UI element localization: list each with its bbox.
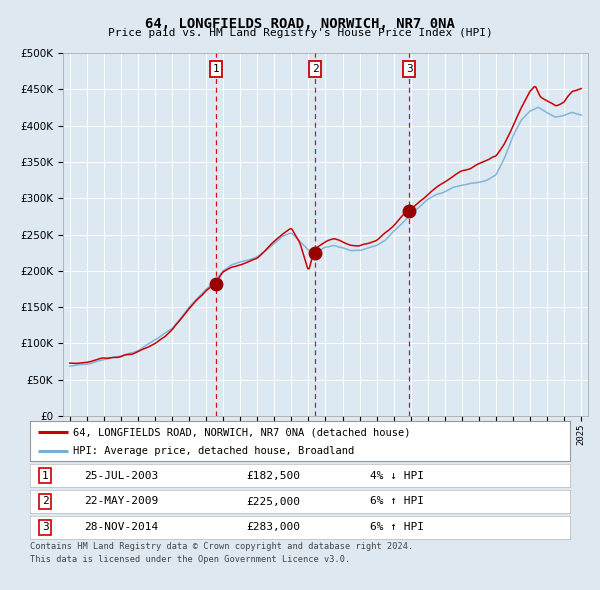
Text: Contains HM Land Registry data © Crown copyright and database right 2024.: Contains HM Land Registry data © Crown c… — [30, 542, 413, 551]
Text: 6% ↑ HPI: 6% ↑ HPI — [370, 523, 424, 532]
Text: 22-MAY-2009: 22-MAY-2009 — [84, 497, 158, 506]
Text: 25-JUL-2003: 25-JUL-2003 — [84, 471, 158, 480]
Text: 3: 3 — [42, 523, 49, 532]
Text: £182,500: £182,500 — [246, 471, 300, 480]
Text: 3: 3 — [406, 64, 413, 74]
Text: 1: 1 — [42, 471, 49, 480]
Text: 4% ↓ HPI: 4% ↓ HPI — [370, 471, 424, 480]
Text: 1: 1 — [212, 64, 219, 74]
Text: HPI: Average price, detached house, Broadland: HPI: Average price, detached house, Broa… — [73, 445, 355, 455]
Text: Price paid vs. HM Land Registry's House Price Index (HPI): Price paid vs. HM Land Registry's House … — [107, 28, 493, 38]
Text: £225,000: £225,000 — [246, 497, 300, 506]
Text: 28-NOV-2014: 28-NOV-2014 — [84, 523, 158, 532]
Text: 6% ↑ HPI: 6% ↑ HPI — [370, 497, 424, 506]
Text: 2: 2 — [312, 64, 319, 74]
Text: This data is licensed under the Open Government Licence v3.0.: This data is licensed under the Open Gov… — [30, 555, 350, 564]
Text: 2: 2 — [42, 497, 49, 506]
Text: 64, LONGFIELDS ROAD, NORWICH, NR7 0NA: 64, LONGFIELDS ROAD, NORWICH, NR7 0NA — [145, 17, 455, 31]
Text: £283,000: £283,000 — [246, 523, 300, 532]
Text: 64, LONGFIELDS ROAD, NORWICH, NR7 0NA (detached house): 64, LONGFIELDS ROAD, NORWICH, NR7 0NA (d… — [73, 427, 410, 437]
